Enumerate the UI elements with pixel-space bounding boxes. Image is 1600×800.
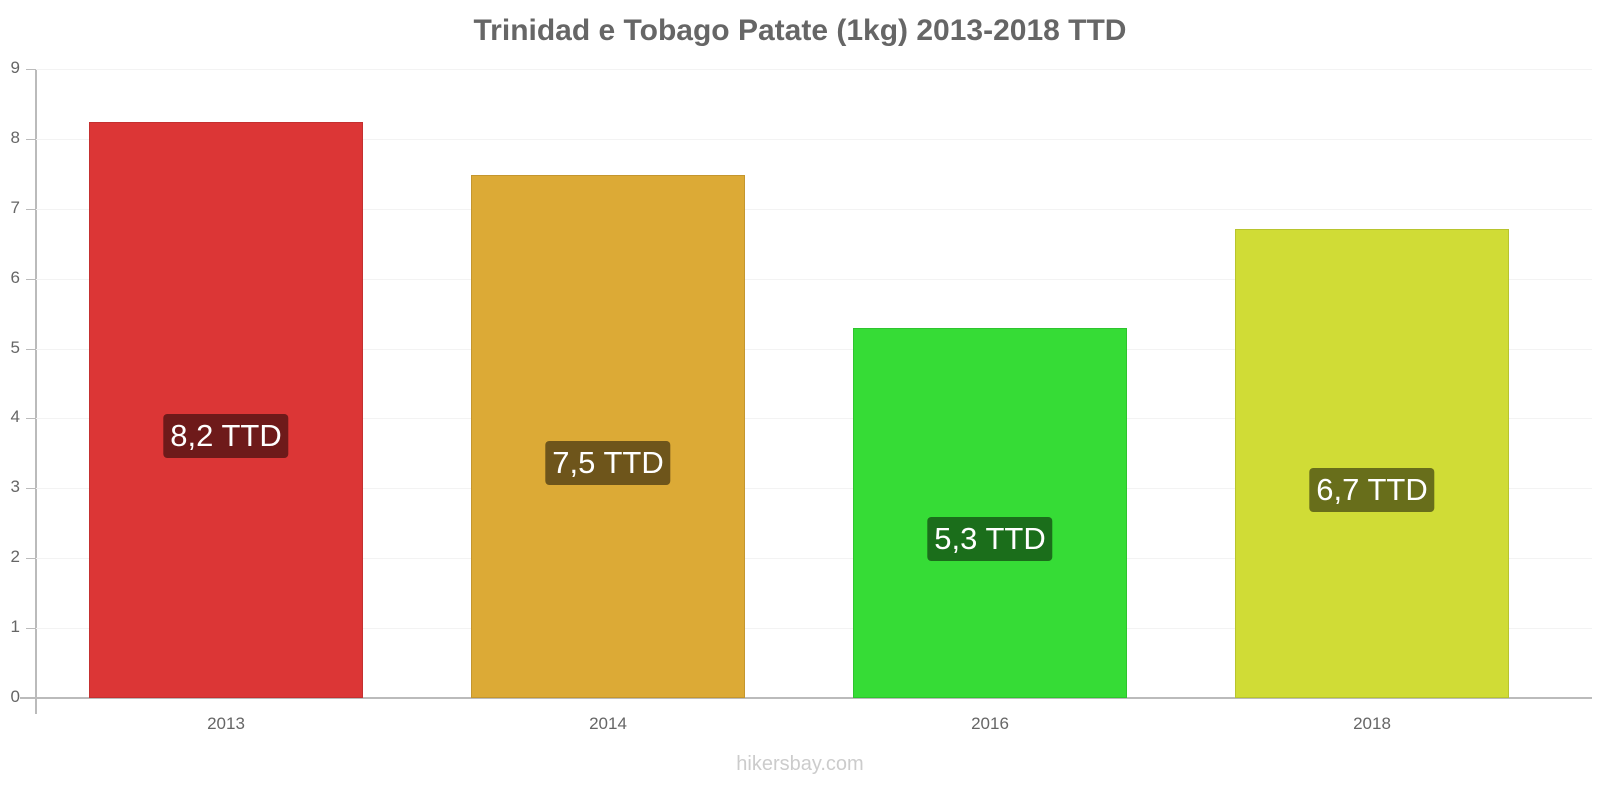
y-tick-mark bbox=[26, 139, 36, 140]
x-tick-label: 2013 bbox=[207, 714, 245, 733]
bar-2016[interactable] bbox=[853, 328, 1127, 698]
y-tick-mark bbox=[26, 698, 36, 699]
bar-value-label: 5,3 TTD bbox=[927, 517, 1053, 561]
bar-2014[interactable] bbox=[471, 175, 745, 698]
y-tick-mark bbox=[26, 279, 36, 280]
bar-value-label: 8,2 TTD bbox=[163, 414, 289, 458]
y-tick-mark bbox=[26, 349, 36, 350]
bar-value-label: 6,7 TTD bbox=[1309, 468, 1435, 512]
x-tick-label: 2014 bbox=[589, 714, 627, 733]
bar-2013[interactable] bbox=[89, 122, 363, 698]
y-tick-label: 3 bbox=[10, 477, 20, 496]
gridline bbox=[36, 139, 1592, 140]
y-tick-label: 1 bbox=[10, 617, 20, 636]
y-tick-label: 7 bbox=[10, 198, 20, 217]
gridline bbox=[36, 209, 1592, 210]
gridline bbox=[36, 69, 1592, 70]
y-tick-mark bbox=[26, 488, 36, 489]
y-axis-line bbox=[35, 69, 37, 714]
chart-title: Trinidad e Tobago Patate (1kg) 2013-2018… bbox=[473, 14, 1127, 47]
y-tick-mark bbox=[26, 558, 36, 559]
y-tick-mark bbox=[26, 418, 36, 419]
gridline bbox=[36, 558, 1592, 559]
y-tick-mark bbox=[26, 628, 36, 629]
y-tick-label: 0 bbox=[10, 687, 20, 706]
y-tick-label: 9 bbox=[10, 58, 20, 77]
y-tick-label: 6 bbox=[10, 268, 20, 287]
y-tick-label: 8 bbox=[10, 128, 20, 147]
bar-2018[interactable] bbox=[1235, 229, 1509, 698]
y-tick-label: 2 bbox=[10, 547, 20, 566]
gridline bbox=[36, 628, 1592, 629]
x-tick-label: 2018 bbox=[1353, 714, 1391, 733]
gridline bbox=[36, 279, 1592, 280]
gridline bbox=[36, 488, 1592, 489]
x-tick-label: 2016 bbox=[971, 714, 1009, 733]
y-tick-label: 5 bbox=[10, 338, 20, 357]
y-tick-mark bbox=[26, 69, 36, 70]
gridline bbox=[36, 349, 1592, 350]
bar-value-label: 7,5 TTD bbox=[545, 441, 671, 485]
y-tick-label: 4 bbox=[10, 407, 20, 426]
source-watermark: hikersbay.com bbox=[736, 753, 864, 775]
gridline bbox=[36, 418, 1592, 419]
x-axis-line bbox=[20, 697, 1592, 699]
y-tick-mark bbox=[26, 209, 36, 210]
